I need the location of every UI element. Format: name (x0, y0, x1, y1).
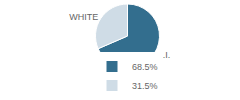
svg-text:31.5%: 31.5% (132, 81, 158, 91)
svg-text:A.I.: A.I. (156, 50, 171, 61)
svg-text:68.5%: 68.5% (132, 62, 158, 72)
svg-text:WHITE: WHITE (69, 12, 98, 22)
